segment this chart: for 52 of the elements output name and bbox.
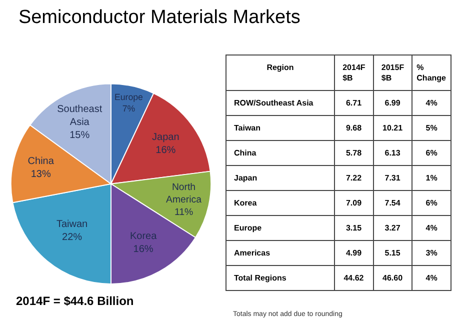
data-label: 7% [122,104,136,114]
text: 7.31 [384,174,400,183]
slice-label: North America [166,182,202,206]
data-label: 16% [133,244,154,256]
text: 3% [426,248,438,258]
slice-label: Europe [114,92,144,102]
text: Japan [234,174,258,183]
text: 4% [426,98,438,108]
text: 5.78 [346,148,362,158]
text: 4.99 [346,248,362,258]
data-label: 22% [62,232,82,243]
text: 7.22 [346,174,362,183]
text: China [234,148,256,158]
category-label: 2015F $B [381,63,404,83]
text: Total Regions [234,274,286,283]
text: 6% [426,198,438,208]
data-label: 13% [30,169,51,180]
text: Europe [234,224,262,233]
data-label: 11% [174,207,194,218]
text: Americas [234,248,270,258]
text: 2014F = $44.6 Billion [16,294,134,308]
chart-title: Semiconductor Materials Markets [18,7,300,28]
text: Korea [234,198,257,208]
category-label: Region [266,63,294,72]
slice-label: Southeast Asia [57,104,102,128]
text: 10.21 [382,124,403,133]
slice-label: China [28,156,54,168]
category-label: 2014F $B [342,63,366,83]
text: 5% [426,124,438,133]
text: 6.71 [346,98,362,108]
text: 44.62 [344,274,364,283]
text: 4% [426,274,438,283]
text: 6.13 [384,148,400,158]
text: 5.15 [384,248,400,258]
text: 7.54 [384,198,400,208]
data-label: 15% [70,130,90,142]
text: 7.09 [346,198,362,208]
text: 4% [426,224,438,233]
slice-label: Taiwan [56,218,88,230]
slice-label: Japan [152,132,180,144]
text: 6% [426,148,438,158]
data-label: 16% [156,145,176,156]
text: 1% [426,174,438,183]
text: 6.99 [384,98,400,108]
slice-label: Korea [130,231,158,242]
text: 46.60 [382,274,403,283]
category-label: % Change [416,63,447,83]
text: 9.68 [346,124,362,133]
text: ROW/Southeast Asia [234,98,314,108]
text: 3.27 [384,224,400,233]
text: 3.15 [346,224,362,233]
text: Taiwan [234,124,261,133]
